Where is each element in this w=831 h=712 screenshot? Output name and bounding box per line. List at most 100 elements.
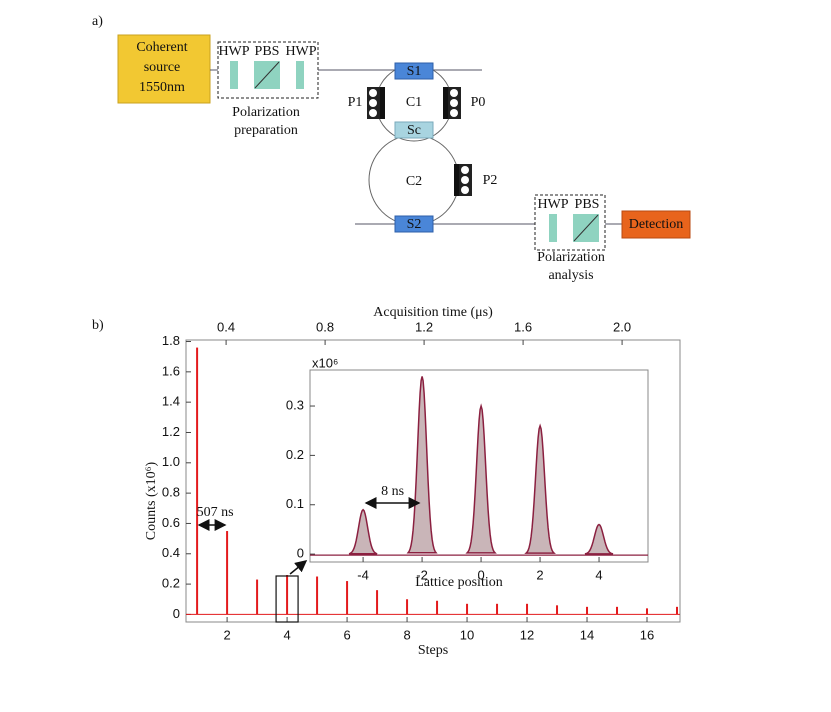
x2-tick-label: 0.8	[316, 319, 334, 334]
x-tick-label: 8	[403, 627, 410, 642]
coupler	[394, 215, 434, 233]
spike	[616, 606, 619, 615]
y-tick-label: 0	[173, 606, 180, 621]
x-tick-label: 2	[223, 627, 230, 642]
controller-label: P0	[471, 95, 486, 110]
spike	[406, 599, 409, 615]
x-axis-title: Lattice position	[415, 575, 502, 590]
x-tick-label: 16	[640, 627, 654, 642]
y-tick-label: 1.6	[162, 363, 180, 378]
spike	[526, 603, 529, 615]
spike	[256, 579, 259, 615]
y-tick-label: 0.2	[162, 576, 180, 591]
controller-label: P2	[483, 173, 498, 188]
coupler	[394, 62, 434, 80]
y-tick-label: 0	[297, 546, 304, 561]
annotation: 8 ns	[381, 484, 404, 499]
annotation: 507 ns	[197, 505, 234, 520]
x-tick-label: 4	[283, 627, 290, 642]
caption: analysis	[548, 268, 593, 283]
spike	[376, 590, 379, 615]
peak	[524, 423, 556, 554]
y-tick-label: 1.2	[162, 424, 180, 439]
peak	[465, 403, 497, 554]
spike	[466, 603, 469, 615]
spike	[196, 347, 199, 615]
analysis-box	[534, 194, 606, 251]
spike	[586, 606, 589, 615]
pbs-diagonal	[254, 61, 280, 89]
zoom-box	[275, 575, 299, 623]
component-label: HWP	[218, 44, 249, 59]
y-axis-title: Counts (x10⁶)	[144, 461, 159, 540]
x-tick-label: 2	[536, 567, 543, 582]
component-label: PBS	[575, 197, 600, 212]
y-tick-label: 1.4	[162, 394, 180, 409]
source-box	[117, 34, 211, 104]
source-label: Coherent	[136, 40, 187, 55]
x2-tick-label: 1.2	[415, 319, 433, 334]
detector-box	[621, 210, 691, 239]
component-label: PBS	[255, 44, 280, 59]
spike	[646, 608, 649, 615]
spike	[316, 576, 319, 615]
y-tick-label: 0.1	[286, 496, 304, 511]
component-label: HWP	[537, 197, 568, 212]
x2-tick-label: 1.6	[514, 319, 532, 334]
x-tick-label: -2	[416, 567, 428, 582]
panel-label: b)	[92, 318, 104, 333]
panel-label: a)	[92, 14, 103, 29]
spike	[226, 531, 229, 615]
pbs-diagonal	[573, 214, 599, 242]
spike	[556, 605, 559, 615]
hwp	[230, 61, 238, 89]
ring-label: C1	[406, 95, 422, 110]
caption: Polarization	[537, 250, 605, 265]
x-tick-label: 14	[580, 627, 594, 642]
caption: preparation	[234, 123, 298, 138]
controller-label: P1	[348, 95, 363, 110]
paddle	[454, 164, 472, 196]
coupler-label: S1	[407, 64, 422, 79]
spike	[436, 600, 439, 615]
x-tick-label: 4	[595, 567, 602, 582]
y-tick-label: 0.4	[162, 545, 180, 560]
source-label: 1550nm	[139, 80, 185, 95]
x-tick-label: 0	[477, 567, 484, 582]
detector-label: Detection	[629, 217, 683, 232]
ring-label: C2	[406, 174, 422, 189]
hwp	[549, 214, 557, 242]
peak	[348, 508, 378, 555]
x-tick-label: -4	[357, 567, 369, 582]
spike	[496, 603, 499, 615]
hwp	[296, 61, 304, 89]
x-tick-label: 10	[460, 627, 474, 642]
component-label: HWP	[285, 44, 316, 59]
coupler-label: Sc	[407, 123, 421, 138]
x2-axis-title: Acquisition time (μs)	[373, 305, 493, 320]
paddle	[443, 87, 461, 119]
x-axis-title: Steps	[418, 643, 448, 658]
coupler	[394, 121, 434, 139]
y-tick-label: 1.0	[162, 454, 180, 469]
spike	[676, 606, 679, 615]
y-tick-label: 0.6	[162, 515, 180, 530]
x-tick-label: 12	[520, 627, 534, 642]
source-label: source	[144, 60, 181, 75]
coupler-label: S2	[407, 217, 422, 232]
paddle	[367, 87, 385, 119]
spike	[346, 581, 349, 615]
x2-tick-label: 0.4	[217, 319, 235, 334]
y-multiplier: x10⁶	[312, 355, 338, 370]
x2-tick-label: 2.0	[613, 319, 631, 334]
y-tick-label: 1.8	[162, 333, 180, 348]
caption: Polarization	[232, 105, 300, 120]
x-tick-label: 6	[343, 627, 350, 642]
zoom-arrow	[289, 560, 308, 575]
y-tick-label: 0.2	[286, 447, 304, 462]
y-tick-label: 0.3	[286, 397, 304, 412]
y-tick-label: 0.8	[162, 485, 180, 500]
peak	[584, 523, 614, 555]
